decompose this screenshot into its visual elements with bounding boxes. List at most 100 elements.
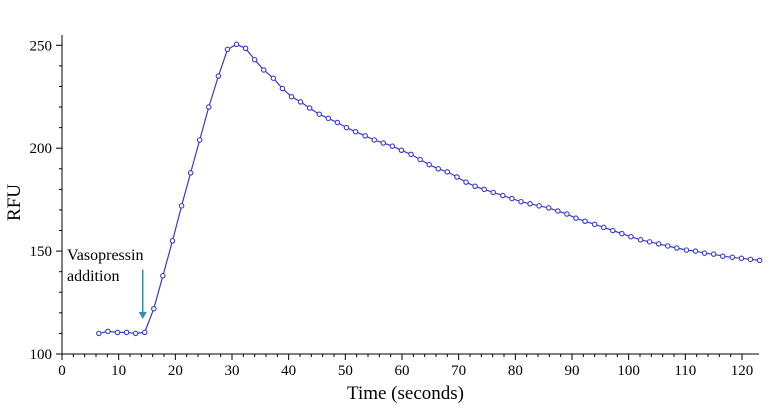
data-point [187,170,194,176]
x-axis-label: Time (seconds) [347,383,464,404]
data-point [371,137,377,143]
x-tick-label: 60 [395,363,410,379]
data-point [463,179,469,185]
x-tick-label: 100 [617,363,640,379]
data-point [334,119,341,126]
x-tick-label: 90 [565,363,580,379]
y-tick-label: 200 [30,141,53,157]
y-tick-label: 100 [30,347,53,363]
data-point [196,137,203,143]
data-point [114,329,121,336]
data-point [306,105,313,111]
data-point [426,161,432,168]
data-point [756,257,763,264]
x-tick-label: 50 [338,363,353,379]
data-point [527,201,533,207]
data-point [444,169,451,175]
data-point [683,247,690,253]
data-point [96,330,102,337]
y-tick-label: 150 [30,244,53,260]
data-point [490,189,496,196]
data-point [178,203,185,209]
annotation-text: Vasopressin [67,247,143,264]
x-axis: 0 10 20 30 40 50 60 70 80 90 100 110 120 [58,353,759,379]
data-point [674,245,680,251]
data-point [325,115,332,122]
data-point [509,195,515,202]
annotations: Vasopressin addition [67,247,147,320]
data-point [251,56,258,63]
data-point [738,255,745,262]
data-point [389,143,396,149]
x-tick-label: 110 [674,363,696,379]
data-point [297,99,304,105]
plot-area [96,41,763,337]
data-point [729,254,736,261]
data-point [454,174,460,180]
data-point [380,140,387,146]
data-point [747,256,754,263]
data-point [600,224,607,231]
data-point [224,46,231,53]
data-point [352,128,359,135]
data-point [123,329,130,336]
x-tick-label: 120 [731,363,754,379]
data-point [481,186,487,193]
data-point [141,329,148,336]
data-point [398,147,405,154]
data-point [518,198,524,205]
data-point [564,211,570,217]
data-point [151,305,157,312]
data-point [710,251,717,257]
data-point [591,221,598,228]
data-point [655,241,662,247]
data-point [435,166,442,172]
x-tick-label: 10 [111,363,126,379]
data-point [160,273,166,279]
data-point [536,203,542,209]
data-point [242,45,249,52]
data-point [637,237,644,243]
annotation-text: addition [67,268,119,285]
y-axis: 100 150 200 250 [30,35,63,363]
y-tick-label: 250 [30,38,53,54]
x-tick-label: 80 [508,363,523,379]
data-point [260,67,267,73]
data-point [206,104,212,110]
data-point [316,111,323,117]
data-point [665,243,671,249]
data-point [546,205,552,211]
data-point [646,239,653,245]
data-point [270,75,277,81]
data-point [472,183,478,190]
x-tick-label: 0 [58,363,66,379]
data-point [719,253,726,259]
data-point [417,156,423,163]
data-point [132,330,139,337]
data-point [628,233,634,240]
data-point [500,192,506,199]
data-point [610,227,616,234]
x-tick-label: 30 [225,363,240,379]
annotation-arrow-head [138,312,147,320]
data-point [343,124,350,131]
data-point [701,250,708,256]
x-tick-label: 70 [451,363,466,379]
data-point [105,328,111,335]
data-point [408,151,414,158]
data-point [619,230,625,237]
data-point [692,248,699,254]
data-point [288,93,295,100]
x-tick-label: 20 [168,363,183,379]
data-point [582,218,588,225]
data-point [362,133,368,139]
data-point [233,41,240,48]
data-point [555,208,561,214]
y-axis-label: RFU [4,184,25,221]
data-point [573,215,579,221]
data-point [279,85,286,92]
series-line [98,43,760,335]
data-point [215,73,222,79]
data-point [169,238,176,244]
